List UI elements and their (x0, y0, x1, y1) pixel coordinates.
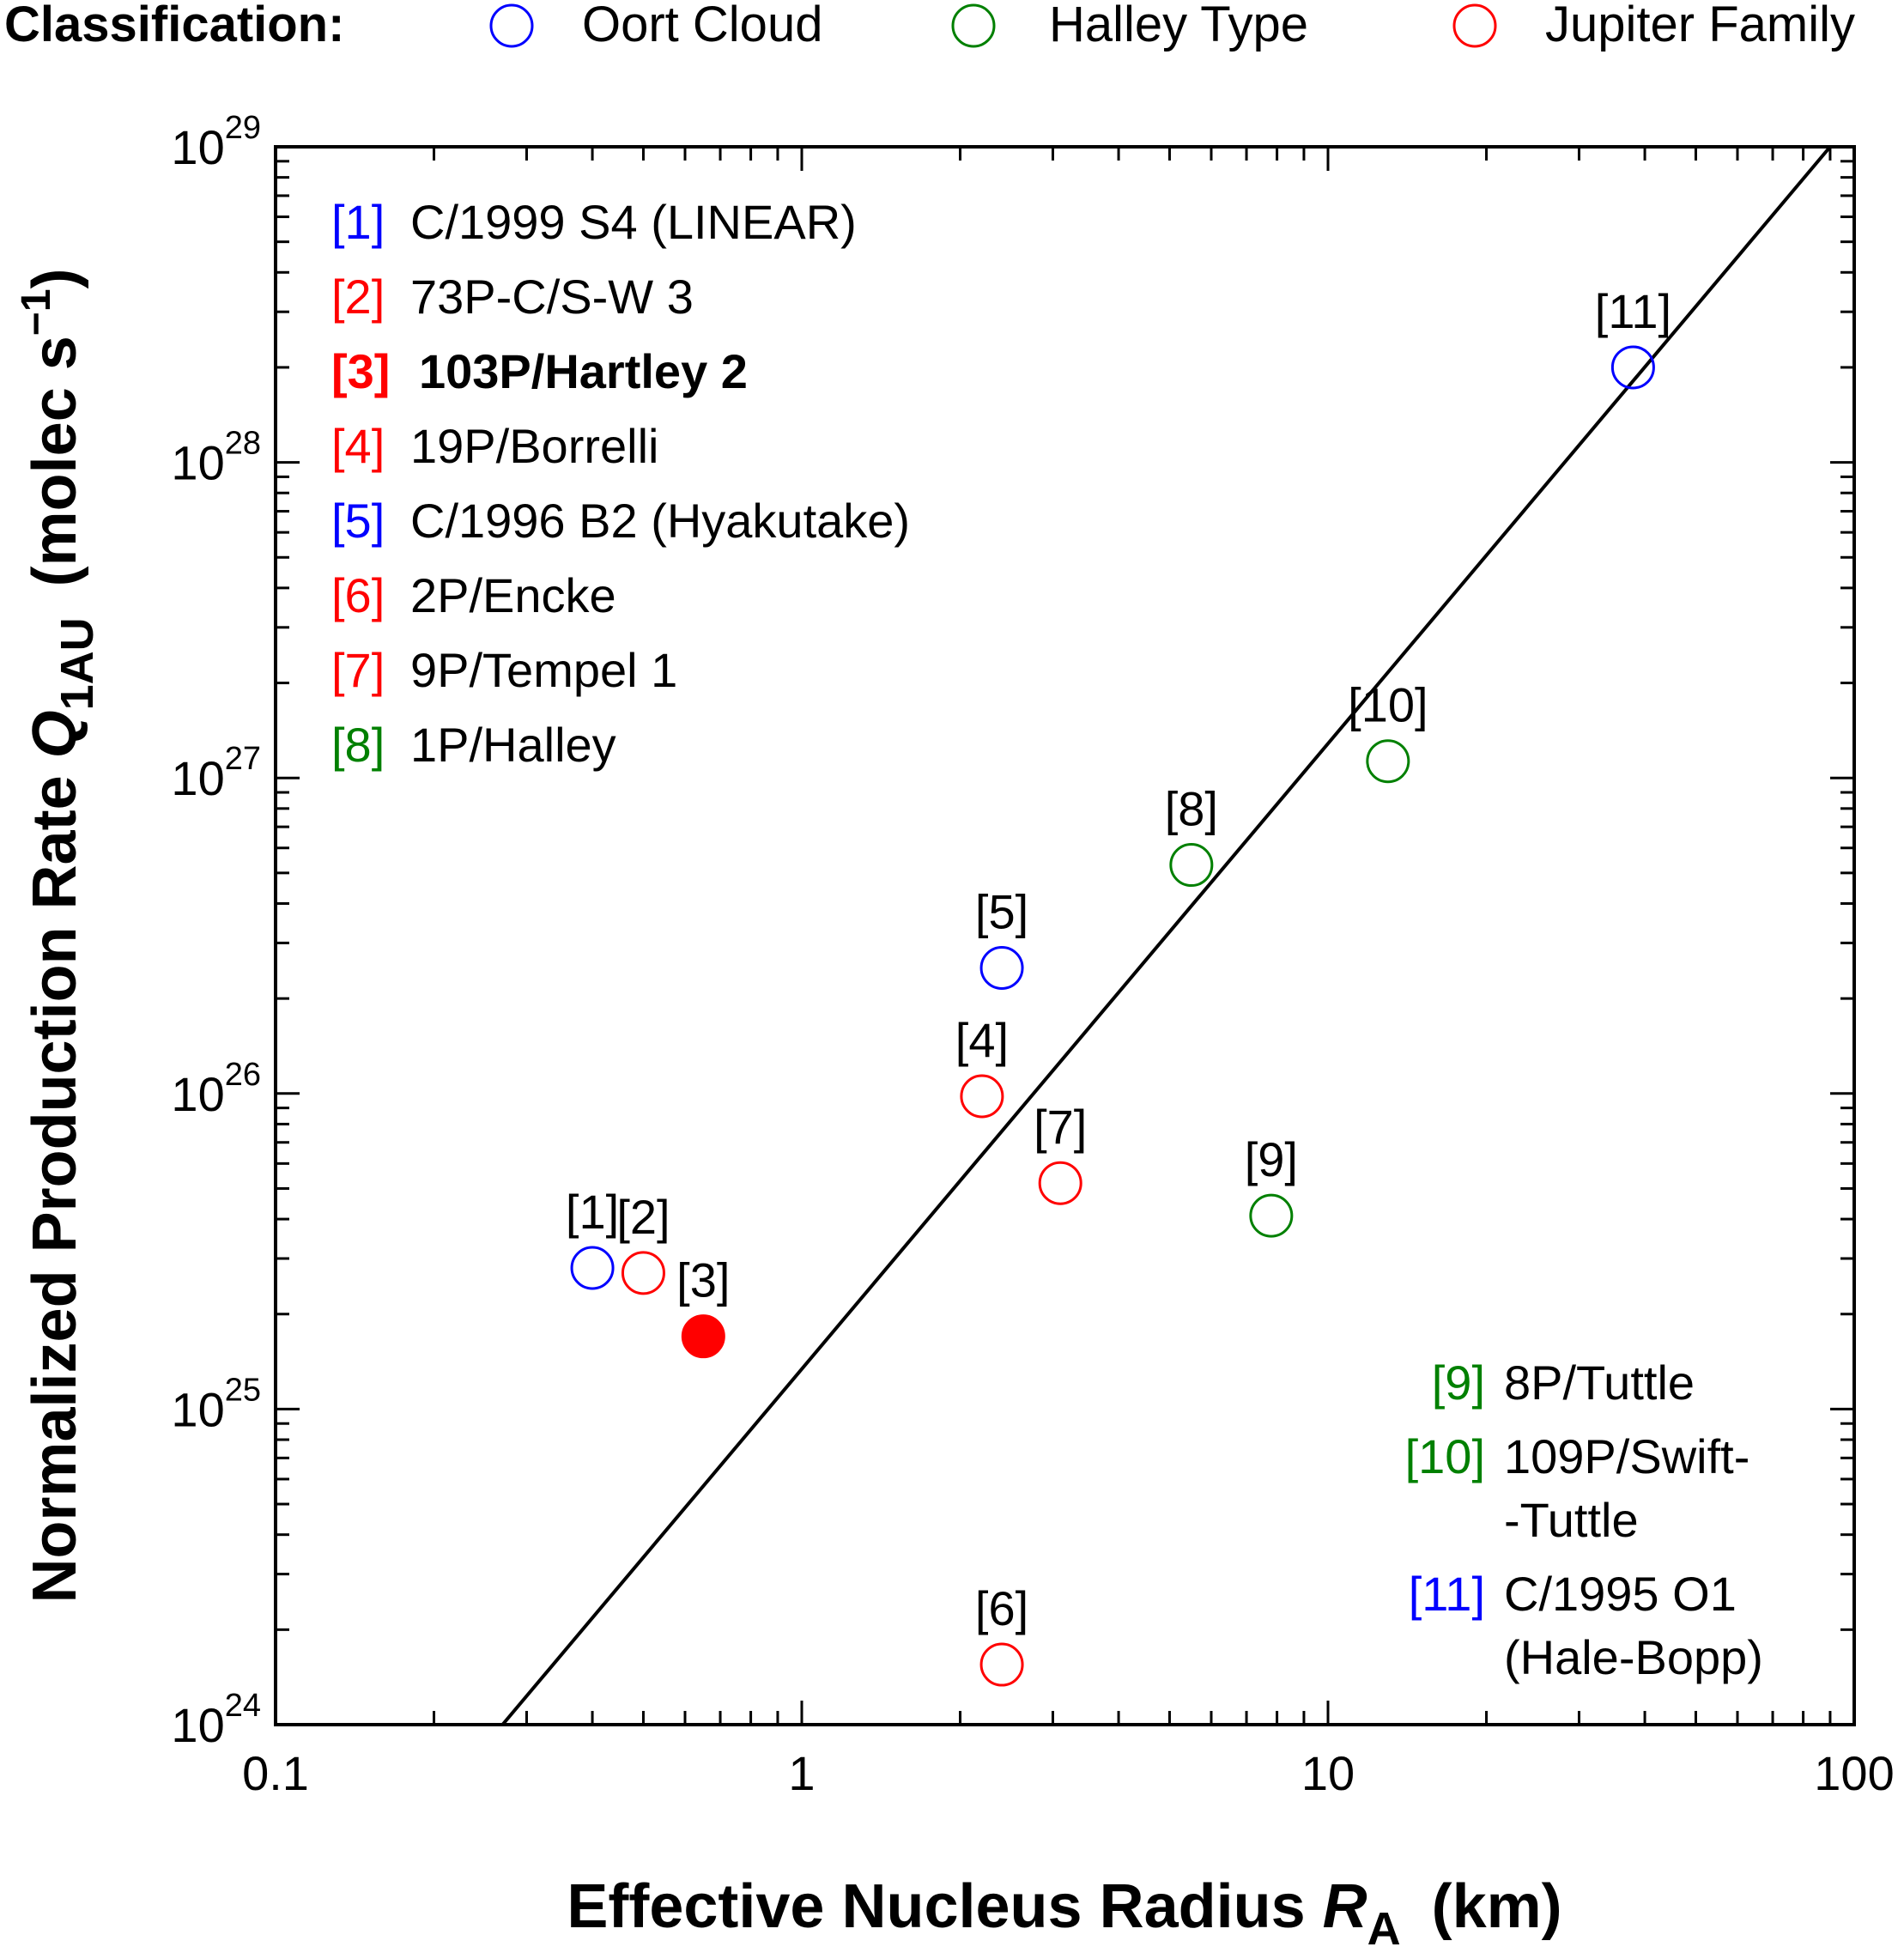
legend-entry-2: [2] 73P-C/S-W 3 (331, 270, 694, 324)
point-label-7: [7] (1034, 1100, 1087, 1154)
legend-bottom-right: [9] 8P/Tuttle [10] 109P/Swift- -Tuttle [11] C/… (1405, 1356, 1763, 1684)
legend-entry-5: [5] C/1996 B2 (Hyakutake) (331, 494, 910, 548)
x-axis-label: Effective Nucleus Radius RA (km) (567, 1872, 1561, 1953)
point-label-4: [4] (955, 1013, 1009, 1067)
legend-tag-10: [10] (1405, 1429, 1485, 1483)
legend-entry-7: [7] 9P/Tempel 1 (331, 643, 677, 697)
legend-top-left: [1] C/1999 S4 (LINEAR) [2] 73P-C/S-W 3 [3] 10… (331, 195, 910, 772)
classification-jupiter-label: Jupiter Family (1545, 0, 1855, 52)
legend-entry-3: [3] 103P/Hartley 2 (331, 344, 748, 398)
legend-name-line: 109P/Swift- (1504, 1429, 1749, 1483)
y-tick-label: 1026 (171, 1057, 261, 1121)
point-7 (1038, 1161, 1082, 1205)
point-2 (621, 1251, 665, 1295)
y-axis-label: Normalized Production Rate Q1AU(molec s−… (14, 268, 103, 1603)
point-3 (681, 1314, 725, 1359)
x-tick-labels: 0.1 1 10 100 (242, 1746, 1895, 1800)
axis-ticks (276, 147, 1854, 1725)
classification-halley-marker (951, 3, 996, 48)
point-label-10: [10] (1348, 678, 1428, 732)
point-label-11: [11] (1595, 284, 1671, 338)
point-label-3: [3] (676, 1253, 730, 1307)
legend-entry-1: [1] C/1999 S4 (LINEAR) (331, 195, 857, 249)
y-tick-label: 1028 (171, 426, 261, 490)
classification-jupiter-marker (1452, 3, 1497, 48)
y-tick-label: 1027 (171, 741, 261, 805)
x-tick-label: 10 (1301, 1746, 1355, 1800)
classification-oort-marker (489, 3, 534, 48)
x-tick-label: 0.1 (242, 1746, 309, 1800)
y-tick-labels: 1024 1025 1026 1027 1028 1029 (171, 110, 261, 1752)
legend-name-line: -Tuttle (1504, 1493, 1639, 1547)
point-8 (1169, 843, 1214, 888)
point-1 (570, 1246, 615, 1290)
legend-tag-11: [11] (1409, 1567, 1485, 1621)
point-label-1: [1] (566, 1185, 619, 1239)
classification-legend: Classification: Oort Cloud Halley Type Jup… (4, 0, 1855, 52)
point-label-5: [5] (975, 885, 1028, 939)
y-tick-label: 1029 (171, 110, 261, 174)
legend-tag-9: [9] (1432, 1356, 1485, 1410)
point-6 (979, 1642, 1024, 1687)
legend-name-line: (Hale-Bopp) (1504, 1630, 1763, 1684)
point-4 (960, 1074, 1004, 1119)
data-points (570, 345, 1655, 1687)
classification-halley-label: Halley Type (1049, 0, 1308, 52)
x-tick-label: 100 (1814, 1746, 1894, 1800)
legend-entry-4: [4] 19P/Borrelli (331, 419, 658, 473)
point-11 (1610, 345, 1655, 390)
legend-name-line: C/1995 O1 (1504, 1567, 1737, 1621)
legend-entry-8: [8] 1P/Halley (331, 718, 616, 772)
classification-oort-label: Oort Cloud (582, 0, 822, 52)
classification-label: Classification: (4, 0, 344, 52)
legend-name-line: 8P/Tuttle (1504, 1356, 1695, 1410)
point-10 (1366, 739, 1410, 784)
y-tick-label: 1025 (171, 1372, 261, 1436)
legend-entry-6: [6] 2P/Encke (331, 568, 616, 622)
point-label-2: [2] (616, 1190, 670, 1244)
fit-line (500, 145, 1832, 1726)
x-tick-label: 1 (788, 1746, 815, 1800)
point-5 (979, 946, 1024, 991)
point-label-8: [8] (1165, 782, 1218, 836)
point-label-9: [9] (1245, 1132, 1298, 1186)
point-labels: [1][2][3] [4] [5] [6] [7] [8] [9] [10] [11] (566, 284, 1671, 1635)
point-label-6: [6] (975, 1581, 1028, 1635)
point-9 (1249, 1193, 1294, 1238)
y-tick-label: 1024 (171, 1688, 261, 1752)
plot-frame (274, 145, 1856, 1726)
